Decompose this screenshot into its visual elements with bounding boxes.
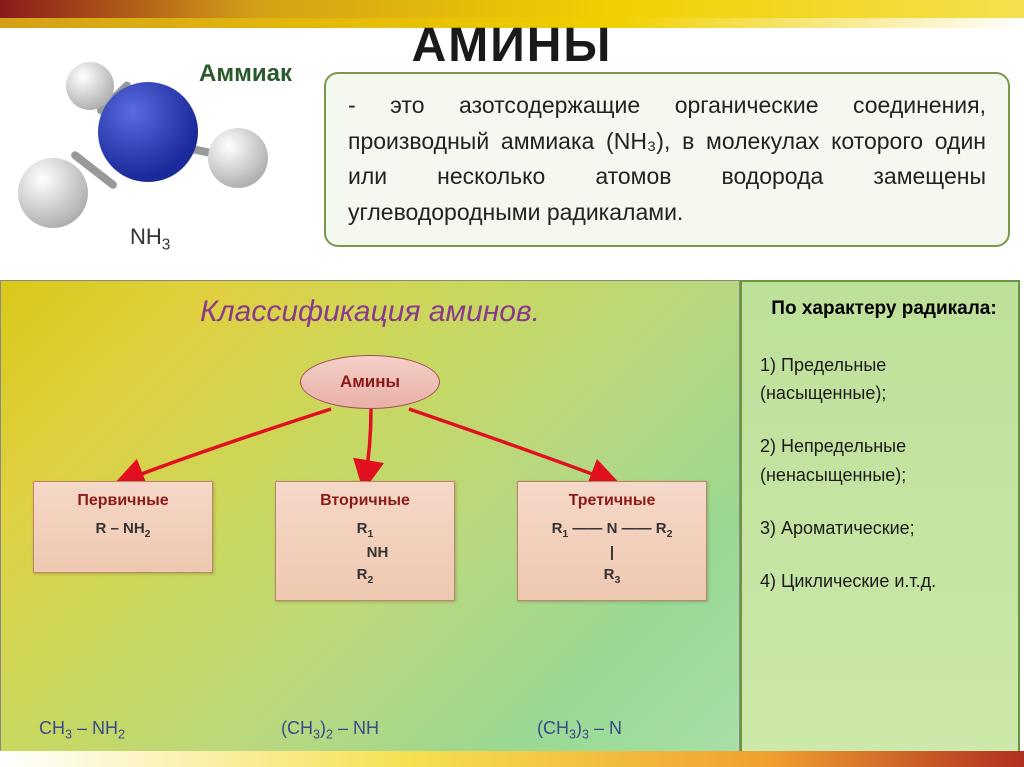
leaf-primary: Первичные R – NH2 — [33, 481, 213, 573]
root-node-amines: Амины — [300, 355, 440, 409]
nitrogen-atom — [98, 82, 198, 182]
hydrogen-atom — [208, 128, 268, 188]
example-primary: CH3 – NH2 — [39, 718, 125, 742]
classification-panel: Классификация аминов. Амины Первичные R … — [0, 280, 740, 767]
radical-list-item: Предельные (насыщенные); — [760, 351, 1008, 409]
ammonia-molecule-diagram: Аммиак NH3 — [10, 40, 320, 270]
radical-list-item: Циклические и.т.д. — [760, 567, 1008, 596]
radical-list-item: Ароматические; — [760, 514, 1008, 543]
definition-box: - это азотсодержащие органические соедин… — [324, 72, 1010, 247]
radical-character-panel: По характеру радикала: Предельные (насыщ… — [740, 280, 1020, 763]
molecule-label: Аммиак — [199, 60, 292, 88]
leaf-formula: R1 NHR2 — [284, 518, 446, 588]
right-panel-title: По характеру радикала: — [760, 296, 1008, 323]
top-gradient-border — [0, 0, 1024, 20]
classification-title: Классификация аминов. — [1, 281, 739, 329]
hydrogen-atom — [18, 158, 88, 228]
example-tertiary: (CH3)3 – N — [537, 718, 622, 742]
leaf-tertiary: Третичные R1 —— N —— R2|R3 — [517, 481, 707, 601]
radical-list-item: Непредельные (ненасыщенные); — [760, 432, 1008, 490]
leaf-title: Первичные — [42, 492, 204, 510]
molecule-formula: NH3 — [130, 224, 170, 254]
leaf-title: Третичные — [526, 492, 698, 510]
lower-content-area: Классификация аминов. Амины Первичные R … — [0, 280, 1024, 767]
bottom-gradient-border — [0, 751, 1024, 767]
page-title: АМИНЫ — [412, 18, 613, 73]
radical-type-list: Предельные (насыщенные); Непредельные (не… — [760, 351, 1008, 596]
example-secondary: (CH3)2 – NH — [281, 718, 379, 742]
leaf-formula: R – NH2 — [42, 518, 204, 542]
leaf-title: Вторичные — [284, 492, 446, 510]
leaf-formula: R1 —— N —— R2|R3 — [526, 518, 698, 588]
leaf-secondary: Вторичные R1 NHR2 — [275, 481, 455, 601]
